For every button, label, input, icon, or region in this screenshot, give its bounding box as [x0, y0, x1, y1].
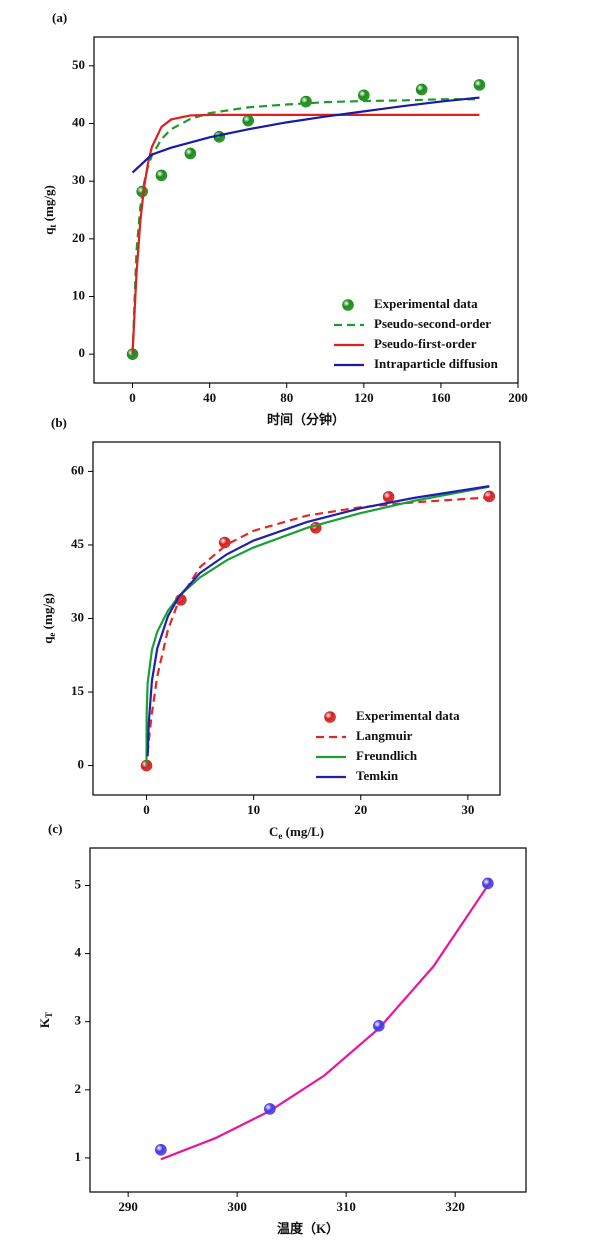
data-point: [155, 169, 168, 182]
y-axis-label-rest: (mg/g): [40, 593, 55, 632]
y-tick-label: 5: [75, 876, 82, 891]
legend-label: Experimental data: [374, 296, 478, 311]
x-axis-label-sub: e: [278, 831, 282, 841]
y-tick-label: 2: [75, 1081, 82, 1096]
data-point: [358, 89, 370, 102]
y-tick-label: 0: [79, 345, 86, 360]
x-axis-label-rest: (mg/L): [282, 824, 324, 839]
legend-label: Pseudo-second-order: [374, 316, 491, 331]
y-tick-label: 40: [72, 114, 85, 129]
y-tick-label: 20: [72, 230, 85, 245]
legend-label: Langmuir: [356, 728, 413, 743]
x-axis-label: Ce (mg/L): [269, 824, 324, 841]
fit-line: [160, 884, 489, 1161]
legend-marker: [342, 299, 354, 311]
y-tick-label: 0: [78, 757, 85, 772]
panel-label: (a): [52, 10, 67, 25]
y-axis-label-sub: e: [47, 633, 57, 637]
data-point: [184, 147, 197, 160]
y-tick-label: 1: [75, 1149, 82, 1164]
x-tick-label: 310: [336, 1199, 356, 1214]
legend-marker: [324, 711, 336, 723]
x-axis-label: 温度（K）: [277, 1221, 339, 1236]
y-tick-label: 45: [71, 536, 85, 551]
y-tick-label: 3: [75, 1013, 82, 1028]
y-axis-label-sub: t: [48, 225, 58, 228]
legend-label: Intraparticle diffusion: [374, 356, 499, 371]
panel-label: (b): [51, 415, 67, 430]
y-axis-label-sub: T: [44, 1012, 54, 1018]
x-tick-label: 20: [354, 802, 367, 817]
x-tick-label: 10: [247, 802, 260, 817]
x-axis-label: 时间（分钟）: [267, 412, 345, 427]
y-tick-label: 4: [75, 945, 82, 960]
plot-frame: [89, 847, 527, 1193]
y-tick-label: 60: [71, 462, 84, 477]
data-point: [242, 114, 254, 127]
data-point: [264, 1103, 276, 1115]
y-tick-label: 15: [71, 683, 85, 698]
x-tick-label: 80: [280, 390, 293, 405]
x-tick-label: 200: [508, 390, 528, 405]
x-axis-label-main: C: [269, 824, 278, 839]
data-point: [382, 491, 395, 503]
data-point: [473, 79, 486, 91]
y-tick-label: 10: [72, 287, 85, 302]
y-axis-label: KT: [37, 1012, 54, 1028]
y-axis-label-main: K: [37, 1017, 52, 1028]
x-tick-label: 120: [354, 390, 374, 405]
x-tick-label: 0: [129, 390, 136, 405]
x-tick-label: 30: [461, 802, 474, 817]
data-point: [483, 490, 496, 503]
legend-label: Experimental data: [356, 708, 460, 723]
y-tick-label: 30: [71, 609, 84, 624]
data-point: [373, 1019, 385, 1032]
data-point: [155, 1143, 167, 1156]
panel-label: (c): [48, 821, 62, 836]
y-axis-label: qt (mg/g): [41, 185, 58, 235]
y-tick-label: 30: [72, 172, 85, 187]
plot-frame: [93, 36, 519, 384]
y-tick-label: 50: [72, 57, 85, 72]
legend-label: Pseudo-first-order: [374, 336, 477, 351]
legend-label: Freundlich: [356, 748, 418, 763]
legend-label: Temkin: [356, 768, 399, 783]
y-axis-label-rest: (mg/g): [41, 185, 56, 224]
fit-line: [131, 113, 480, 355]
x-tick-label: 160: [431, 390, 451, 405]
y-axis-label-main: q: [40, 636, 55, 644]
x-tick-label: 300: [227, 1199, 247, 1214]
data-point: [482, 877, 494, 890]
x-tick-label: 40: [203, 390, 216, 405]
fit-line: [131, 96, 480, 174]
fit-line: [146, 485, 490, 757]
data-point: [415, 83, 428, 96]
x-tick-label: 290: [118, 1199, 138, 1214]
data-point: [300, 95, 312, 108]
x-tick-label: 0: [143, 802, 150, 817]
y-axis-label-main: q: [41, 227, 56, 235]
x-tick-label: 320: [445, 1199, 465, 1214]
y-axis-label: qe (mg/g): [40, 593, 57, 644]
